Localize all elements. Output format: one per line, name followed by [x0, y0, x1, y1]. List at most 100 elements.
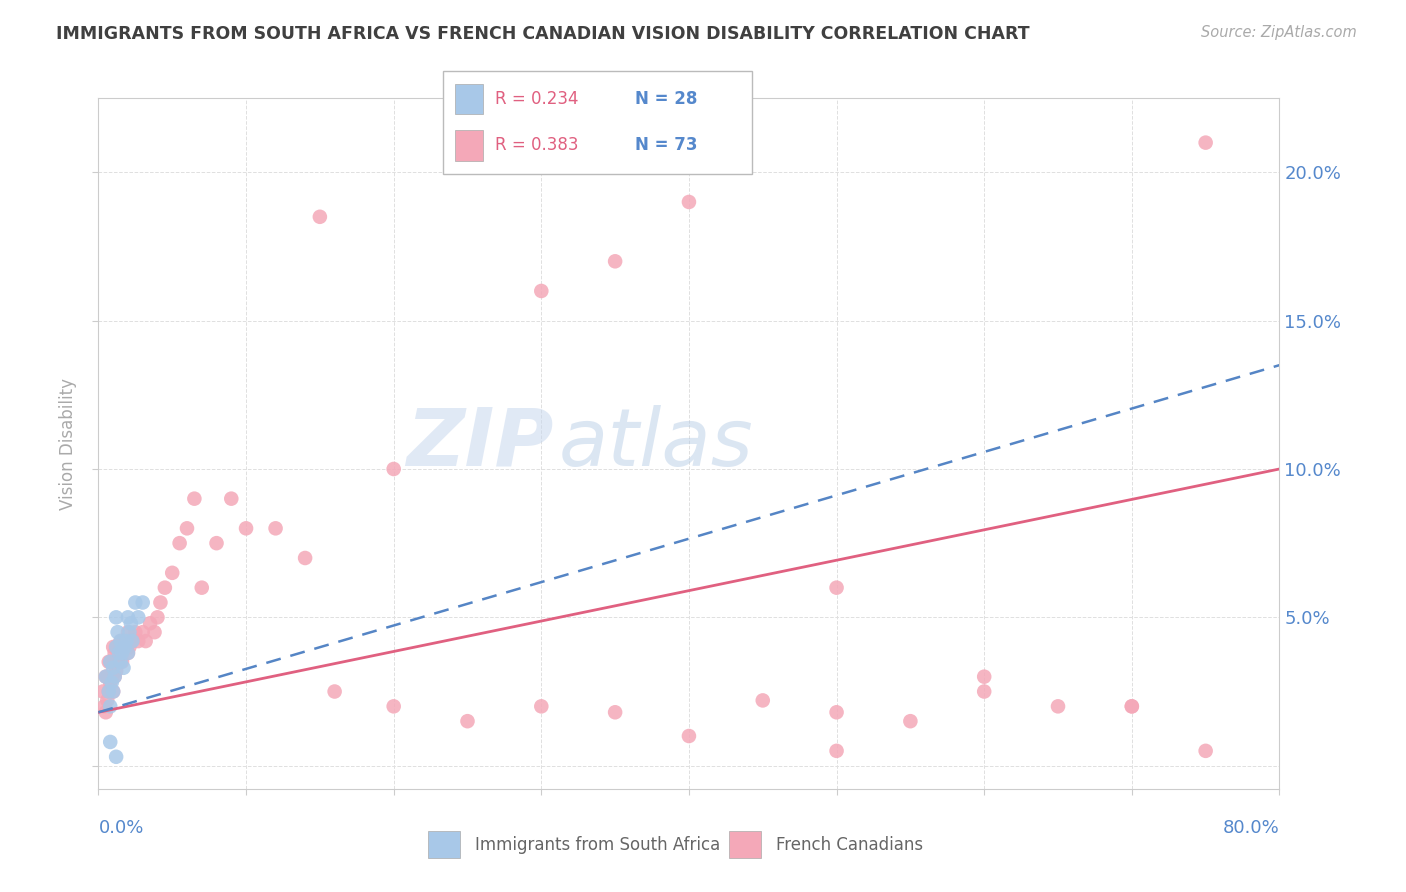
Point — [382, 462, 405, 476]
Point — [309, 210, 332, 224]
Point — [825, 581, 848, 595]
Point — [1195, 136, 1218, 150]
Point — [108, 646, 131, 660]
Point — [973, 670, 995, 684]
Point — [115, 634, 138, 648]
Point — [111, 646, 134, 660]
Point — [825, 706, 848, 720]
Point — [162, 566, 183, 580]
Text: N = 73: N = 73 — [634, 136, 697, 154]
Point — [103, 684, 125, 698]
Point — [91, 684, 114, 698]
Point — [98, 735, 121, 749]
Point — [117, 625, 139, 640]
Point — [139, 616, 162, 631]
Point — [149, 595, 172, 609]
Point — [117, 610, 139, 624]
Point — [105, 640, 128, 654]
Point — [264, 521, 287, 535]
Point — [153, 581, 176, 595]
Point — [132, 595, 155, 609]
Point — [97, 684, 120, 698]
Point — [100, 670, 122, 684]
Point — [118, 625, 141, 640]
Point — [105, 664, 128, 678]
Point — [235, 521, 257, 535]
Point — [117, 646, 139, 660]
Point — [105, 749, 128, 764]
Point — [118, 640, 141, 654]
Bar — [456, 130, 484, 161]
Point — [98, 675, 121, 690]
Point — [127, 634, 149, 648]
Point — [169, 536, 191, 550]
Point — [98, 655, 121, 669]
Bar — [728, 831, 762, 858]
Text: Source: ZipAtlas.com: Source: ZipAtlas.com — [1201, 25, 1357, 40]
FancyBboxPatch shape — [443, 71, 752, 174]
Point — [456, 714, 478, 728]
Point — [678, 729, 700, 743]
Point — [97, 655, 120, 669]
Point — [120, 634, 142, 648]
Point — [183, 491, 205, 506]
Point — [112, 661, 135, 675]
Point — [900, 714, 922, 728]
Point — [107, 625, 129, 640]
Point — [124, 625, 146, 640]
Point — [127, 610, 149, 624]
Point — [93, 699, 115, 714]
Point — [97, 684, 120, 698]
Y-axis label: Vision Disability: Vision Disability — [59, 378, 77, 509]
Point — [605, 706, 627, 720]
Text: atlas: atlas — [560, 405, 754, 483]
Point — [96, 670, 118, 684]
Point — [530, 699, 553, 714]
Point — [219, 491, 242, 506]
Point — [323, 684, 346, 698]
Point — [120, 616, 142, 631]
Point — [124, 595, 146, 609]
Point — [96, 693, 118, 707]
Point — [94, 670, 117, 684]
Point — [132, 625, 155, 640]
Text: R = 0.234: R = 0.234 — [495, 90, 579, 108]
Point — [94, 706, 117, 720]
Point — [108, 640, 131, 654]
Point — [104, 670, 127, 684]
Point — [103, 684, 125, 698]
Point — [1046, 699, 1069, 714]
Point — [98, 699, 121, 714]
Point — [1121, 699, 1143, 714]
Text: N = 28: N = 28 — [634, 90, 697, 108]
Point — [105, 610, 128, 624]
Point — [973, 684, 995, 698]
Point — [294, 551, 316, 566]
Point — [107, 655, 129, 669]
Point — [1195, 744, 1218, 758]
Point — [114, 640, 136, 654]
Point — [176, 521, 198, 535]
Point — [103, 661, 125, 675]
Text: 80.0%: 80.0% — [1223, 819, 1279, 837]
Point — [115, 634, 138, 648]
Point — [110, 646, 132, 660]
Point — [100, 655, 122, 669]
Bar — [456, 84, 484, 114]
Point — [382, 699, 405, 714]
Point — [205, 536, 228, 550]
Point — [110, 655, 132, 669]
Point — [191, 581, 214, 595]
Point — [105, 640, 128, 654]
Text: R = 0.383: R = 0.383 — [495, 136, 579, 154]
Point — [104, 670, 127, 684]
Text: IMMIGRANTS FROM SOUTH AFRICA VS FRENCH CANADIAN VISION DISABILITY CORRELATION CH: IMMIGRANTS FROM SOUTH AFRICA VS FRENCH C… — [56, 25, 1029, 43]
Point — [121, 634, 143, 648]
Point — [103, 640, 125, 654]
Point — [146, 610, 169, 624]
Point — [121, 634, 143, 648]
Point — [135, 634, 157, 648]
Text: ZIP: ZIP — [406, 405, 553, 483]
Point — [110, 634, 132, 648]
Point — [530, 284, 553, 298]
